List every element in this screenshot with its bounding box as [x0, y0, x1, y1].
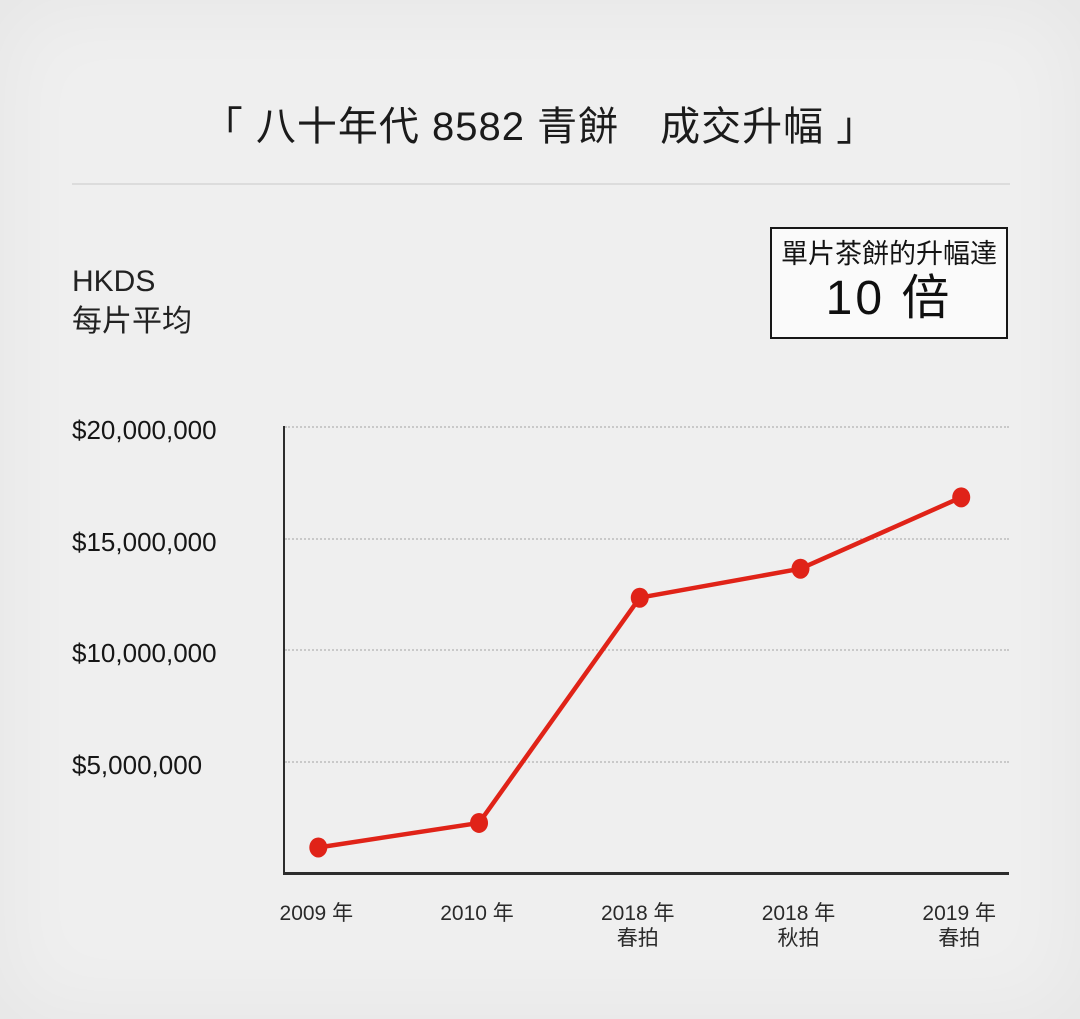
x-tick-label-line: 秋拍 [777, 927, 820, 950]
trend-line [316, 495, 964, 850]
data-point [470, 812, 489, 833]
x-tick-label-line: 2018 年 [600, 902, 675, 925]
line-chart-svg [309, 487, 971, 858]
data-point [630, 587, 649, 608]
callout-label: 單片茶餅的升幅達 [781, 239, 997, 269]
y-tick-label: $5,000,000 [72, 749, 203, 780]
y-axis-unit-text: 每片平均 [72, 305, 192, 338]
callout-box: 單片茶餅的升幅達 10 倍 [770, 227, 1008, 339]
y-axis-unit-currency: HKDS [72, 265, 156, 298]
data-point [791, 558, 810, 579]
page-title: 「 八十年代 8582 青餅 成交升幅 」 [202, 105, 878, 149]
gridline [285, 426, 1009, 428]
x-tick-label: 2009 年 [280, 901, 354, 926]
y-tick-label: $15,000,000 [72, 526, 217, 557]
x-tick-label-line: 2018 年 [761, 902, 836, 925]
x-tick-label: 2018 年春拍 [601, 901, 675, 951]
chart-plot-area [283, 426, 1009, 875]
x-tick-label-line: 春拍 [938, 927, 981, 950]
x-tick-label: 2019 年春拍 [922, 901, 996, 951]
y-axis-unit-label: HKDS 每片平均 [72, 262, 192, 342]
x-tick-label-line: 春拍 [616, 927, 659, 950]
x-tick-label: 2010 年 [440, 901, 514, 926]
x-tick-label-line: 2009 年 [279, 902, 354, 925]
x-tick-label-line: 2019 年 [922, 902, 996, 925]
x-tick-label-line: 2010 年 [440, 902, 514, 925]
data-point [952, 487, 971, 508]
gridline [285, 649, 1009, 651]
callout-value: 10 倍 [825, 272, 953, 325]
gridline [285, 537, 1009, 540]
gridline [285, 760, 1009, 763]
data-point [309, 837, 328, 858]
y-tick-label: $20,000,000 [72, 415, 217, 445]
y-tick-label: $10,000,000 [72, 638, 217, 668]
x-tick-label: 2018 年秋拍 [762, 901, 836, 951]
title-divider [72, 183, 1010, 185]
